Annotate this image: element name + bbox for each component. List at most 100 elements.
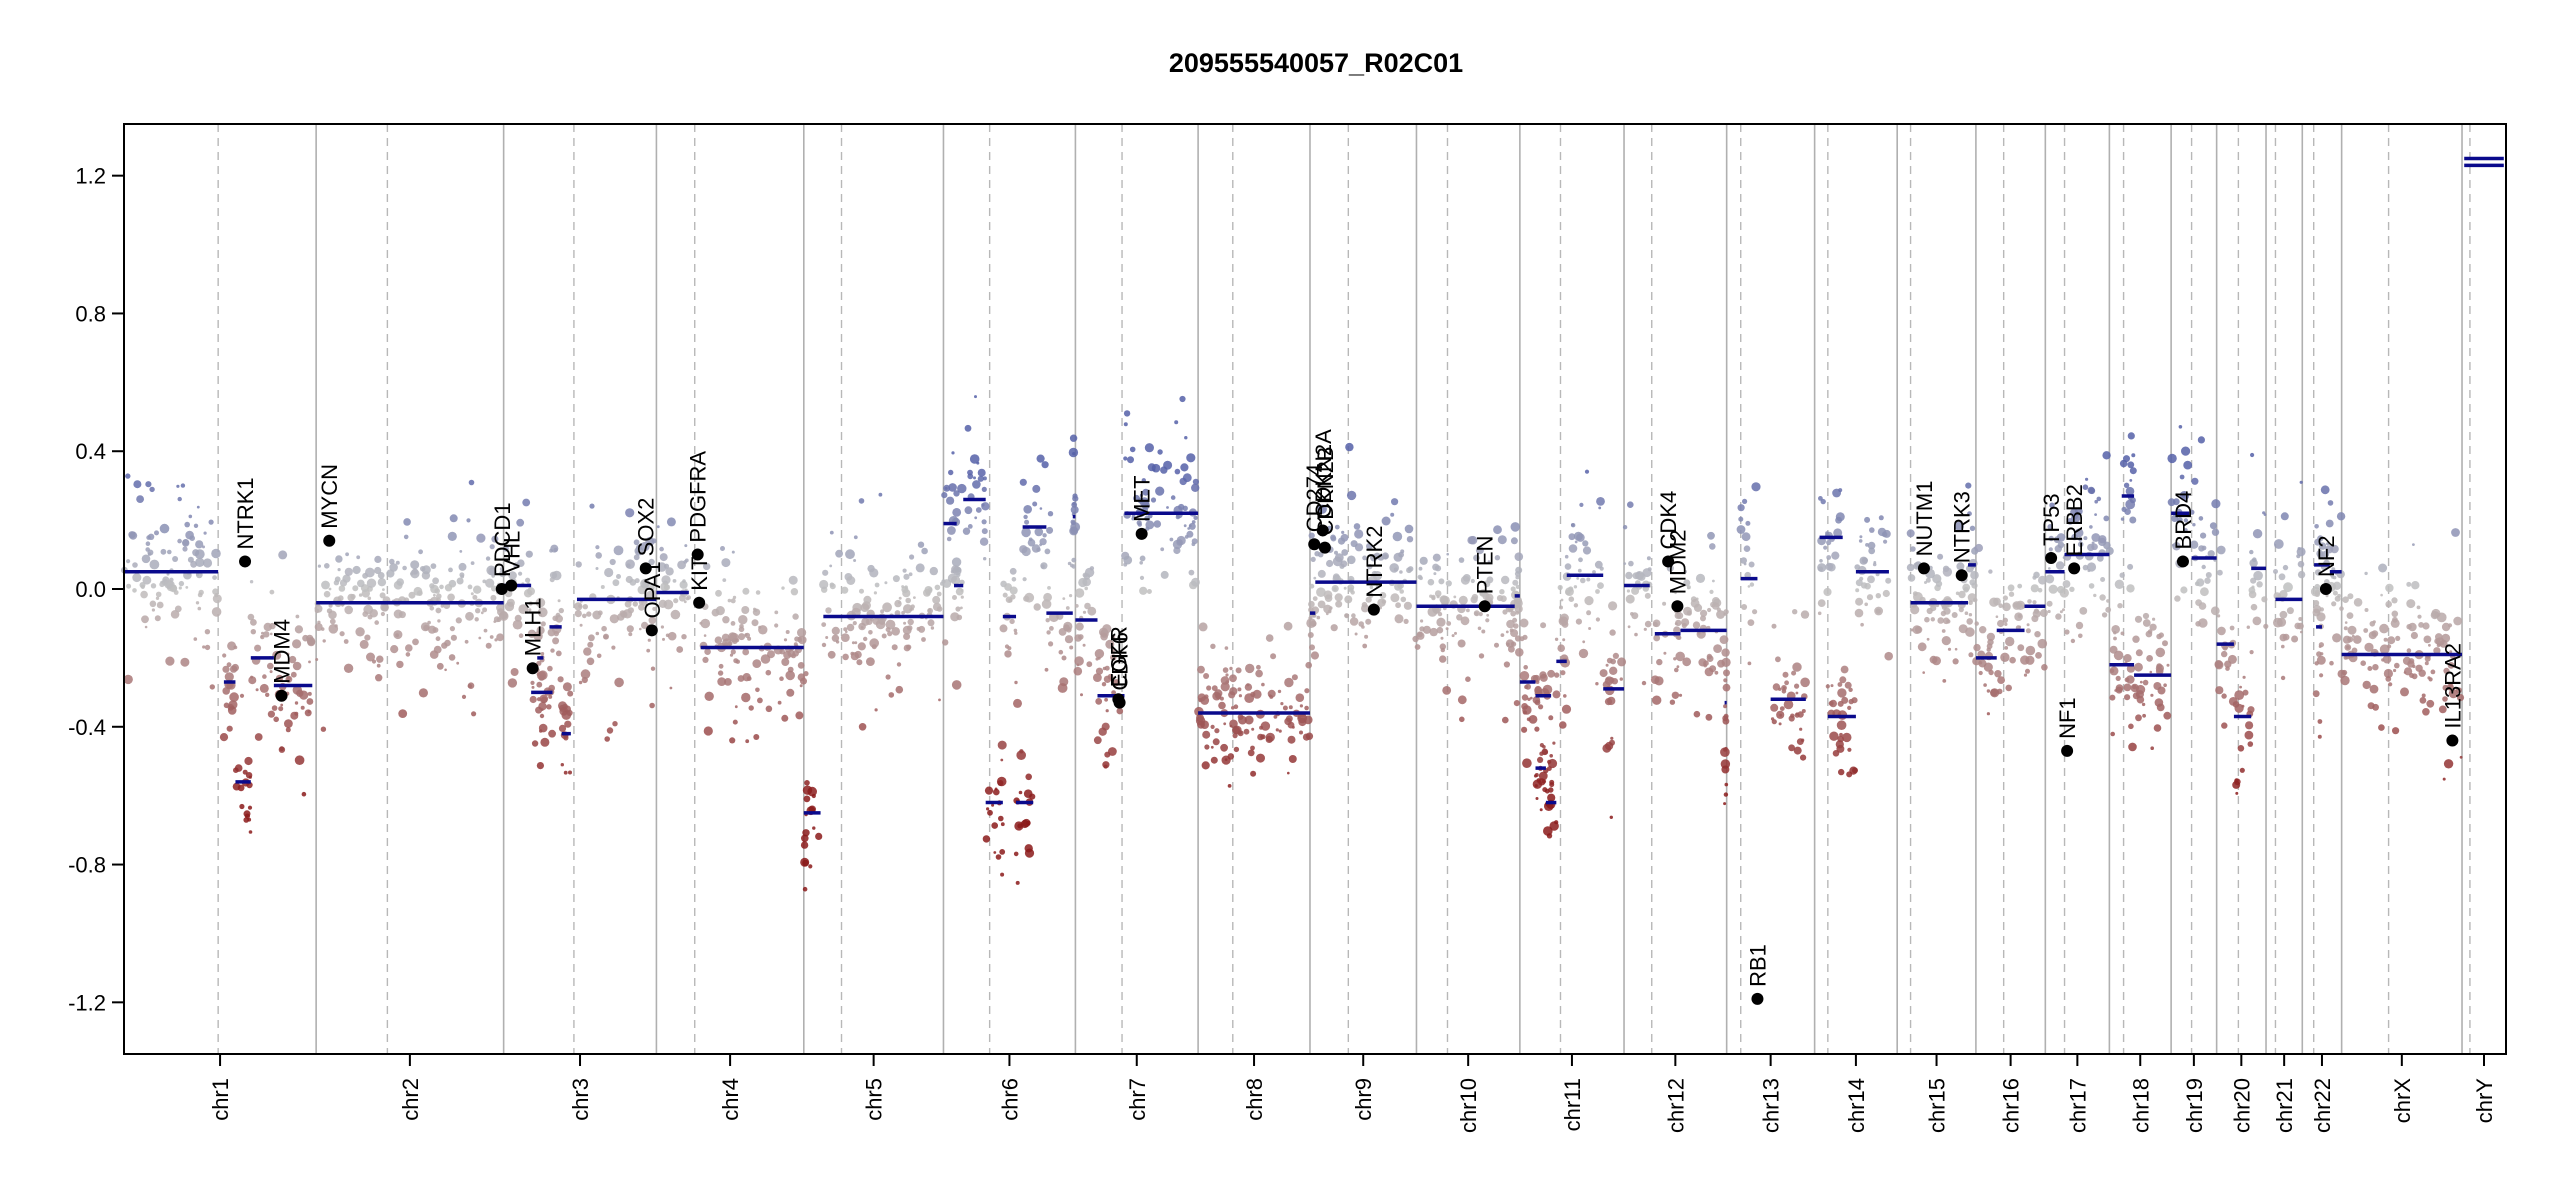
probe-point	[2459, 755, 2463, 759]
gene-label: CDK6	[1108, 632, 1133, 691]
probe-point	[1697, 631, 1701, 635]
probe-point	[2135, 649, 2143, 657]
probe-point	[536, 626, 545, 635]
probe-point	[412, 638, 419, 646]
probe-point	[2331, 601, 2337, 607]
probe-point	[1771, 719, 1777, 725]
probe-point	[2227, 654, 2237, 664]
probe-point	[1554, 637, 1559, 641]
probe-point	[249, 580, 254, 584]
probe-point	[1571, 523, 1576, 528]
probe-point	[444, 668, 447, 672]
probe-point	[1036, 454, 1045, 463]
gene-point	[1955, 569, 1968, 582]
probe-point	[1393, 567, 1398, 572]
probe-point	[2069, 586, 2075, 592]
probe-point	[993, 788, 1000, 796]
probe-point	[1510, 586, 1516, 592]
probe-point	[811, 793, 816, 799]
probe-point	[727, 598, 732, 603]
probe-point	[1586, 577, 1591, 582]
probe-point	[1457, 695, 1467, 705]
probe-point	[1973, 643, 1981, 652]
probe-point	[1220, 676, 1230, 685]
probe-point	[1019, 749, 1024, 754]
probe-point	[954, 568, 958, 572]
probe-point	[596, 653, 602, 659]
probe-point	[2120, 517, 2125, 521]
y-tick-label: 0.4	[75, 439, 106, 464]
probe-point	[488, 567, 497, 576]
probe-point	[2128, 723, 2134, 730]
probe-point	[538, 702, 547, 711]
probe-point	[278, 706, 284, 712]
probe-point	[1987, 638, 1994, 646]
probe-point	[953, 490, 960, 497]
probe-point	[2280, 512, 2289, 521]
probe-point	[2217, 626, 2226, 636]
probe-point	[1924, 581, 1927, 584]
probe-point	[1139, 586, 1148, 595]
probe-point	[744, 633, 748, 637]
probe-point	[1193, 515, 1198, 520]
probe-point	[552, 637, 560, 645]
probe-point	[1519, 671, 1530, 681]
probe-point	[842, 653, 849, 661]
probe-point	[2200, 587, 2209, 597]
probe-point	[1711, 602, 1720, 610]
probe-point	[1656, 658, 1663, 666]
probe-point	[1048, 641, 1054, 647]
probe-point	[2367, 702, 2375, 710]
probe-point	[195, 557, 205, 568]
probe-point	[2234, 690, 2245, 700]
probe-point	[1394, 614, 1404, 624]
probe-point	[1000, 758, 1004, 762]
probe-point	[2320, 652, 2324, 656]
probe-point	[1505, 639, 1515, 648]
probe-point	[516, 518, 525, 527]
probe-point	[802, 829, 810, 837]
probe-point	[2416, 605, 2421, 610]
probe-point	[140, 590, 148, 599]
probe-point	[1211, 685, 1218, 692]
probe-point	[518, 571, 523, 576]
probe-point	[905, 597, 911, 604]
probe-point	[2214, 660, 2224, 670]
probe-point	[2125, 486, 2135, 496]
probe-point	[356, 555, 361, 560]
probe-point	[1087, 606, 1097, 616]
probe-point	[278, 746, 286, 753]
probe-point	[578, 680, 583, 685]
probe-point	[1093, 736, 1102, 745]
probe-point	[1795, 691, 1799, 695]
probe-point	[1072, 495, 1079, 502]
probe-point	[2294, 622, 2301, 630]
probe-point	[1457, 639, 1466, 648]
probe-point	[1136, 520, 1142, 526]
probe-point	[831, 626, 840, 636]
probe-point	[634, 578, 640, 584]
probe-point	[785, 670, 795, 681]
gene-point	[693, 596, 706, 609]
probe-point	[294, 755, 305, 765]
probe-point	[2046, 600, 2053, 607]
probe-point	[1270, 653, 1277, 660]
probe-point	[1662, 601, 1667, 606]
probe-point	[448, 567, 453, 573]
probe-point	[2250, 452, 2255, 458]
probe-point	[1377, 598, 1386, 607]
probe-point	[2079, 607, 2088, 615]
probe-point	[1068, 447, 1079, 458]
probe-point	[2005, 636, 2015, 647]
probe-point	[1008, 598, 1013, 603]
probe-point	[1745, 520, 1751, 526]
probe-point	[1312, 596, 1318, 601]
probe-point	[2180, 586, 2188, 594]
probe-point	[646, 648, 651, 653]
probe-point	[722, 578, 727, 582]
probe-point	[1829, 731, 1839, 741]
probe-point	[1582, 540, 1589, 547]
probe-point	[358, 593, 363, 597]
probe-point	[1549, 779, 1555, 785]
probe-point	[2007, 584, 2015, 592]
